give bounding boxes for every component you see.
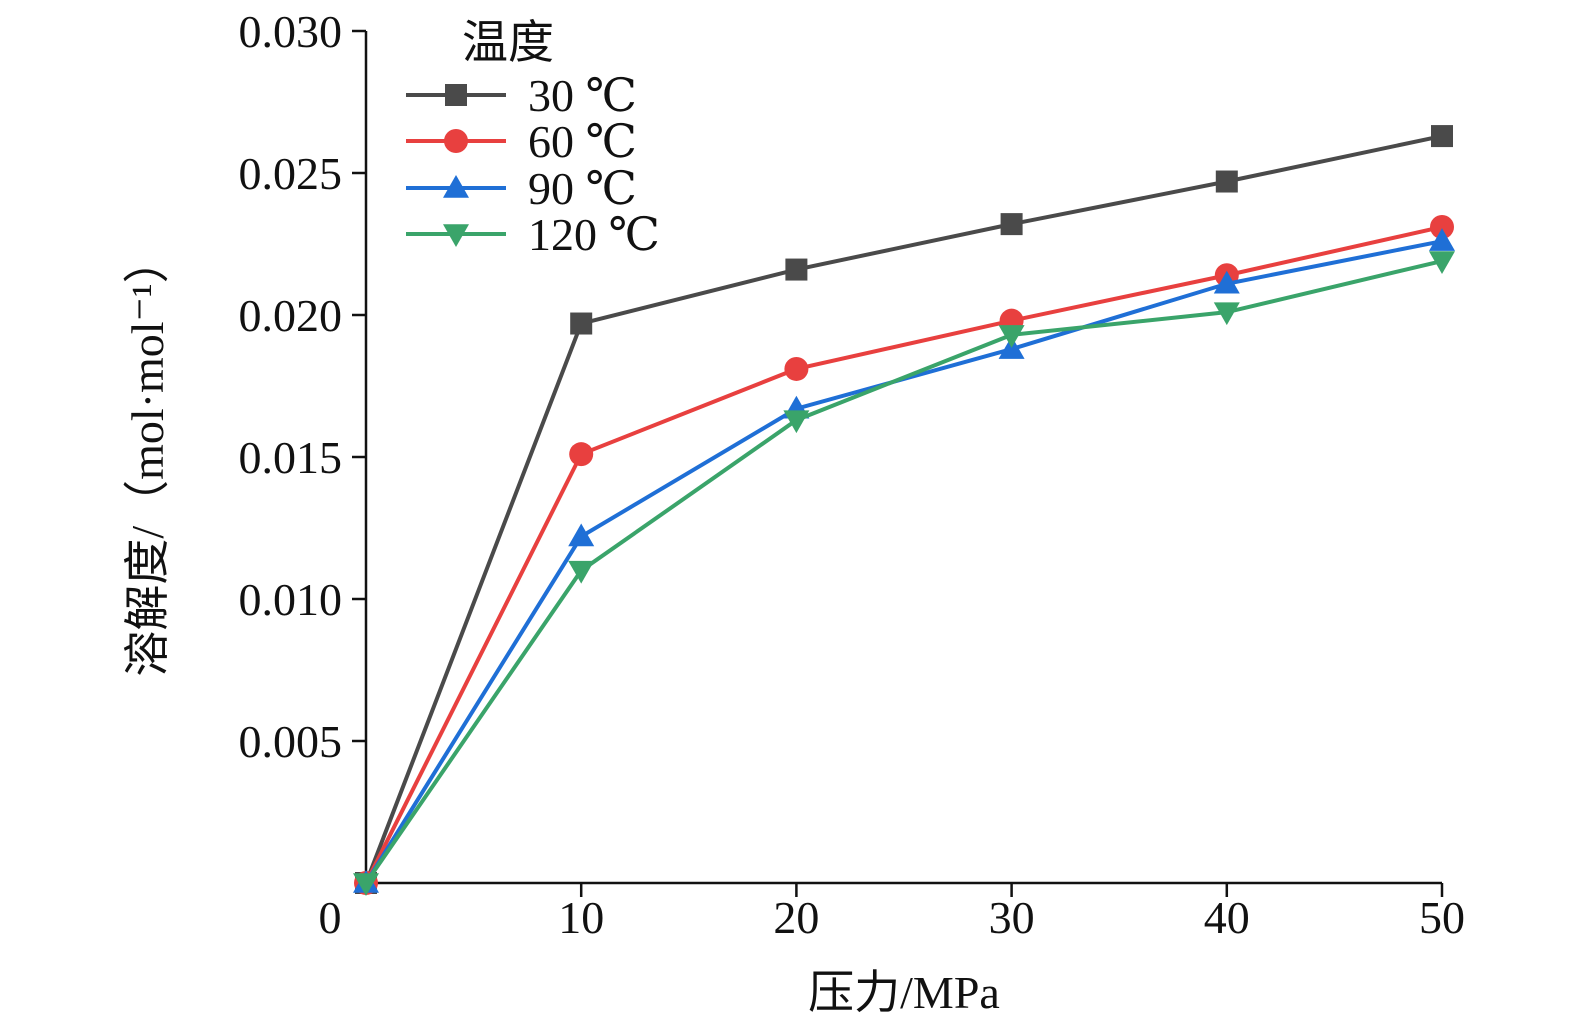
data-point — [1213, 270, 1240, 294]
y-tick-label: 0.015 — [239, 432, 343, 483]
series-layer — [353, 125, 1455, 896]
x-tick-label: 10 — [558, 892, 604, 943]
data-point — [784, 356, 809, 381]
y-tick-label: 0.030 — [239, 6, 343, 57]
y-tick-label: 0.020 — [239, 290, 343, 341]
x-tick-label: 50 — [1419, 892, 1465, 943]
series-4 — [353, 251, 1455, 896]
legend-item: 90 ℃ — [406, 163, 637, 214]
data-point — [570, 312, 593, 335]
data-point — [998, 325, 1025, 348]
y-axis-title: 溶解度/（mol·mol⁻¹） — [122, 237, 173, 676]
legend-swatch-marker — [443, 175, 469, 198]
y-tick-label: 0.010 — [239, 574, 343, 625]
data-point — [568, 560, 595, 584]
legend-item: 30 ℃ — [406, 70, 637, 121]
data-point — [1215, 170, 1238, 193]
series-2 — [354, 214, 1454, 895]
series-3 — [353, 228, 1455, 893]
series-line — [364, 225, 1443, 884]
legend-label: 120 ℃ — [528, 209, 660, 260]
data-point — [1429, 228, 1455, 251]
x-axis-title: 压力/MPa — [808, 967, 1000, 1018]
series-line — [364, 134, 1443, 884]
data-point — [1213, 302, 1240, 326]
axes: 0.005 0.010 0.015 0.020 0.025 0.030 0 10 20 30 40 5… — [239, 6, 1466, 943]
series-line — [364, 259, 1443, 885]
legend-label: 90 ℃ — [528, 163, 637, 214]
data-point — [568, 523, 595, 547]
x-tick-label: 0 — [319, 892, 342, 943]
y-tick-label: 0.005 — [239, 716, 343, 767]
data-point — [569, 442, 594, 467]
data-point — [783, 410, 810, 434]
x-tick-label: 20 — [773, 892, 819, 943]
legend-title: 温度 — [462, 17, 554, 68]
data-point — [353, 873, 379, 896]
legend-item: 120 ℃ — [406, 209, 660, 260]
y-tick-label: 0.025 — [239, 148, 343, 199]
legend-swatch-marker — [444, 129, 468, 153]
data-point — [785, 258, 808, 281]
legend-swatch-marker — [445, 84, 467, 106]
x-tick-label: 30 — [989, 892, 1035, 943]
legend-swatch-marker — [443, 224, 469, 247]
x-tick-label: 40 — [1204, 892, 1250, 943]
series-1 — [355, 125, 1453, 894]
data-point — [1000, 213, 1023, 236]
data-point — [1431, 125, 1453, 148]
legend-label: 60 ℃ — [528, 116, 637, 167]
data-point — [1430, 214, 1454, 239]
legend-label: 30 ℃ — [528, 70, 637, 121]
data-point — [1429, 251, 1455, 275]
legend-item: 60 ℃ — [406, 116, 637, 167]
